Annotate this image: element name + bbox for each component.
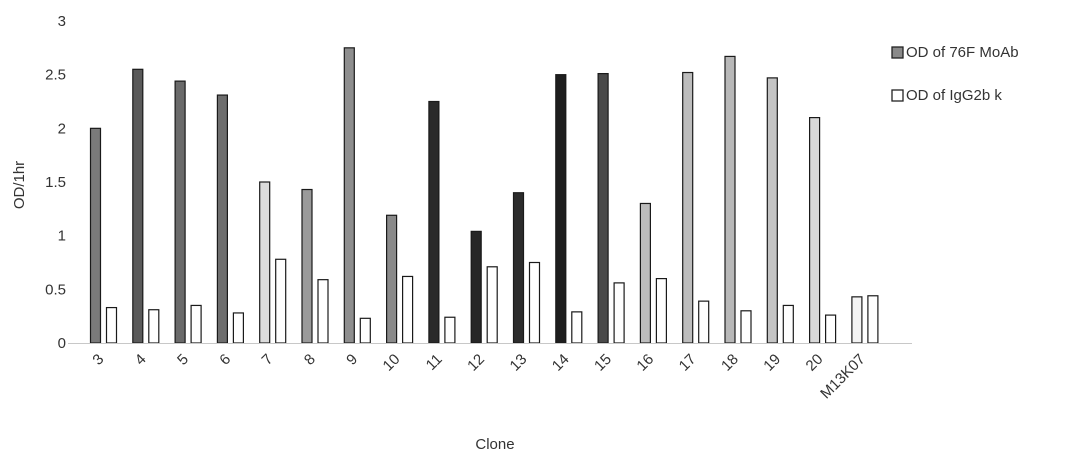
- legend-swatch-igg2b-k: [891, 89, 904, 102]
- bar-igg2b-k: [528, 261, 541, 344]
- x-axis-title: Clone: [475, 436, 514, 453]
- bar-76f-moab: [851, 296, 863, 344]
- legend-swatch-76f-moab: [891, 46, 904, 59]
- bars: [89, 47, 879, 344]
- bar-igg2b-k: [359, 317, 371, 344]
- y-tick-label: 1: [58, 228, 66, 245]
- bar-igg2b-k: [571, 311, 583, 344]
- bar-igg2b-k: [740, 310, 752, 344]
- x-tick-label: 10: [380, 351, 404, 375]
- bar-76f-moab: [386, 214, 398, 344]
- bar-76f-moab: [301, 188, 313, 344]
- bar-igg2b-k: [444, 316, 456, 344]
- bar-igg2b-k: [655, 278, 668, 344]
- y-tick-label: 1.5: [45, 174, 66, 191]
- x-tick-label: 13: [507, 351, 531, 375]
- y-tick-label: 3: [58, 13, 66, 30]
- x-tick-label: 14: [549, 351, 573, 375]
- bar-76f-moab: [639, 202, 652, 344]
- bar-igg2b-k: [824, 314, 837, 344]
- y-tick-label: 2.5: [45, 67, 66, 84]
- bar-igg2b-k: [782, 304, 794, 344]
- bar-76f-moab: [343, 47, 355, 344]
- y-tick-label: 0: [58, 335, 66, 352]
- bar-igg2b-k: [402, 275, 414, 344]
- x-tick-label: 20: [803, 351, 827, 375]
- bar-igg2b-k: [698, 300, 710, 344]
- bar-igg2b-k: [232, 312, 244, 344]
- x-tick-label: 7: [259, 351, 277, 369]
- legend-label-76f-moab: OD of 76F MoAb: [906, 44, 1019, 61]
- bar-76f-moab: [555, 74, 567, 344]
- y-axis-title: OD/1hr: [11, 161, 28, 209]
- bar-76f-moab: [470, 230, 482, 344]
- bar-76f-moab: [132, 68, 144, 344]
- bar-76f-moab: [89, 127, 102, 344]
- x-tick-label: 8: [301, 351, 319, 369]
- bar-igg2b-k: [867, 295, 879, 344]
- bar-igg2b-k: [190, 304, 202, 344]
- x-tick-label: 6: [216, 351, 234, 369]
- x-tick-label: 11: [423, 351, 446, 374]
- bar-76f-moab: [174, 80, 186, 344]
- x-tick-label: 9: [343, 351, 361, 369]
- bar-igg2b-k: [317, 279, 329, 344]
- bar-76f-moab: [724, 55, 736, 344]
- x-tick-label: 4: [132, 351, 150, 369]
- bar-igg2b-k: [105, 306, 118, 344]
- x-tick-label: 15: [591, 351, 615, 375]
- y-axis: 0 0.5 1 1.5 2 2.5 3: [45, 13, 66, 352]
- bar-76f-moab: [597, 72, 609, 344]
- legend: OD of 76F MoAb OD of IgG2b k: [891, 44, 1019, 104]
- x-tick-label: 5: [174, 351, 192, 369]
- y-tick-label: 2: [58, 120, 66, 137]
- x-tick-label: 12: [464, 351, 488, 375]
- bar-igg2b-k: [486, 266, 498, 344]
- bar-76f-moab: [682, 71, 694, 344]
- x-tick-label: 3: [89, 351, 107, 369]
- bar-igg2b-k: [148, 309, 160, 344]
- x-tick-label: 17: [676, 351, 700, 375]
- x-tick-label: 16: [633, 351, 657, 375]
- y-tick-label: 0.5: [45, 281, 66, 298]
- bar-76f-moab: [428, 100, 440, 344]
- bar-76f-moab: [259, 181, 271, 344]
- bar-76f-moab: [512, 192, 525, 344]
- bar-igg2b-k: [275, 258, 287, 344]
- x-tick-label: M13K07: [817, 351, 869, 403]
- x-tick-label: 19: [760, 351, 784, 375]
- bar-76f-moab: [808, 116, 821, 344]
- bar-76f-moab: [216, 94, 228, 344]
- x-tick-label: 18: [718, 351, 742, 375]
- bar-igg2b-k: [613, 282, 625, 344]
- legend-label-igg2b-k: OD of IgG2b k: [906, 87, 1002, 104]
- bar-76f-moab: [766, 77, 778, 344]
